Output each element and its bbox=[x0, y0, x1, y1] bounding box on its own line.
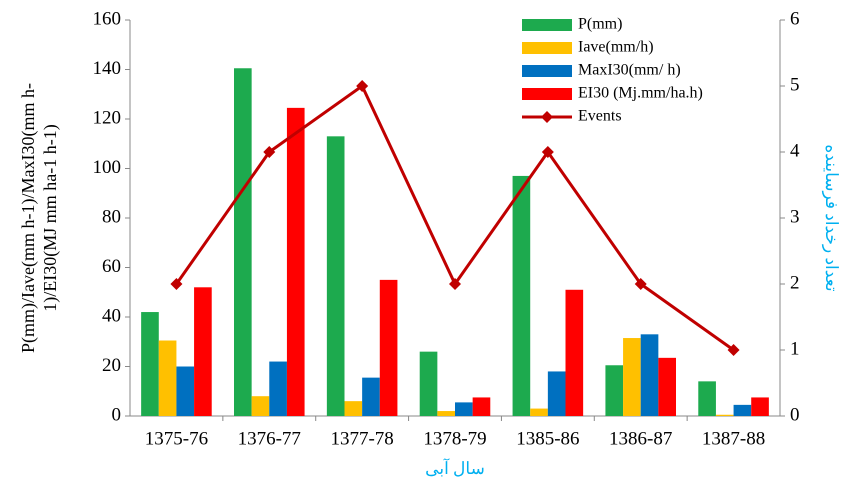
bar bbox=[362, 377, 380, 416]
bar bbox=[640, 334, 659, 416]
legend-swatch bbox=[522, 65, 572, 77]
bar bbox=[751, 397, 769, 416]
marker bbox=[449, 278, 461, 290]
bar bbox=[251, 396, 270, 416]
legend-label: Iave(mm/h) bbox=[578, 39, 654, 56]
y-tick-label: 120 bbox=[93, 107, 122, 128]
y-axis-label: P(mm)/Iave(mm h-1)/MaxI30(mm h- bbox=[18, 83, 39, 353]
y2-axis-label: تعداد رخداد فرساینده bbox=[821, 144, 841, 291]
y-tick-label: 40 bbox=[102, 305, 121, 326]
x-tick-label: 1386-87 bbox=[609, 428, 672, 449]
legend-swatch bbox=[522, 88, 572, 100]
bar bbox=[286, 107, 305, 417]
legend-swatch bbox=[541, 111, 553, 123]
y-axis-label: 1)/EI30(MJ mm ha-1 h-1) bbox=[40, 124, 61, 311]
marker bbox=[634, 278, 647, 290]
legend-swatch bbox=[522, 42, 572, 54]
bar bbox=[512, 175, 531, 416]
x-tick-label: 1387-88 bbox=[702, 428, 765, 449]
y-tick-label: 0 bbox=[112, 404, 122, 425]
bar bbox=[344, 401, 363, 416]
x-tick-label: 1378-79 bbox=[423, 428, 486, 449]
y2-tick-label: 1 bbox=[790, 338, 800, 359]
bar bbox=[547, 371, 566, 416]
bar bbox=[176, 366, 195, 416]
marker bbox=[170, 278, 183, 290]
marker bbox=[263, 146, 276, 158]
y2-tick-label: 4 bbox=[790, 140, 800, 161]
y-tick-label: 60 bbox=[102, 256, 121, 277]
bar bbox=[472, 397, 491, 416]
bar bbox=[623, 338, 641, 416]
x-tick-label: 1377-78 bbox=[330, 428, 393, 449]
bar bbox=[194, 287, 212, 416]
marker bbox=[727, 344, 740, 356]
legend-label: EI30 (Mj.mm/ha.h) bbox=[578, 85, 703, 102]
bar bbox=[658, 357, 676, 416]
bar bbox=[234, 68, 252, 416]
bar bbox=[733, 404, 752, 416]
bar bbox=[565, 289, 584, 416]
y2-tick-label: 3 bbox=[790, 206, 800, 227]
bar bbox=[437, 411, 455, 416]
x-tick-label: 1376-77 bbox=[238, 428, 301, 449]
bar bbox=[530, 408, 548, 416]
y-tick-label: 140 bbox=[93, 58, 122, 79]
bar bbox=[379, 279, 398, 416]
y2-tick-label: 2 bbox=[790, 272, 800, 293]
marker bbox=[541, 146, 554, 158]
y2-tick-label: 5 bbox=[790, 74, 800, 95]
bar bbox=[715, 414, 734, 416]
bar bbox=[419, 351, 438, 416]
marker bbox=[356, 80, 369, 92]
y-tick-label: 80 bbox=[102, 206, 121, 227]
legend-label: Events bbox=[578, 108, 622, 125]
y-tick-label: 20 bbox=[102, 355, 121, 376]
bar bbox=[158, 340, 177, 416]
bar bbox=[698, 381, 716, 416]
bar bbox=[141, 312, 159, 416]
bar bbox=[605, 365, 624, 416]
bar bbox=[455, 402, 473, 416]
y2-tick-label: 0 bbox=[790, 404, 800, 425]
y2-tick-label: 6 bbox=[790, 8, 800, 29]
x-tick-label: 1375-76 bbox=[145, 428, 208, 449]
x-axis-label: سال آبی bbox=[425, 457, 485, 478]
y-tick-label: 160 bbox=[93, 8, 122, 29]
x-tick-label: 1385-86 bbox=[516, 428, 579, 449]
line bbox=[175, 83, 735, 352]
legend-label: MaxI30(mm/ h) bbox=[578, 62, 681, 79]
legend-label: P(mm) bbox=[578, 16, 622, 33]
bar bbox=[326, 136, 345, 416]
bar bbox=[269, 361, 287, 416]
legend-swatch bbox=[522, 19, 572, 31]
y-tick-label: 100 bbox=[93, 157, 122, 178]
